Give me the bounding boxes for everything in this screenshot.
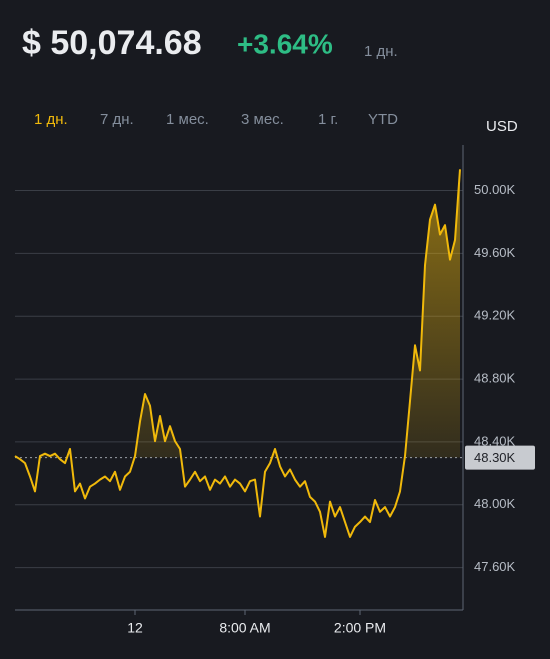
- y-tick-label: 48.40K: [474, 433, 516, 448]
- price: $ 50,074.68: [22, 24, 202, 62]
- y-tick-label: 50.00K: [474, 182, 516, 197]
- x-tick-label: 2:00 PM: [334, 620, 386, 636]
- y-tick-label: 47.60K: [474, 559, 516, 574]
- y-axis-label: USD: [486, 118, 518, 135]
- price-change: +3.64%: [237, 28, 333, 59]
- plot: 47.60K 48.00K 48.40K 48.80K 49.20K 49.60K 50.0…: [14, 145, 535, 636]
- period-tab[interactable]: 1 мес.: [166, 111, 209, 128]
- change-period: 1 дн.: [364, 43, 398, 60]
- x-tick-label: 12: [127, 620, 143, 636]
- y-tick-label: 48.00K: [474, 496, 516, 511]
- y-tick-label: 49.20K: [474, 308, 516, 323]
- period-tab[interactable]: 7 дн.: [100, 111, 134, 128]
- price-line: [14, 169, 461, 538]
- period-tabs: 1 дн. 7 дн. 1 мес. 3 мес. 1 г. YTD: [34, 111, 398, 128]
- period-tab[interactable]: 1 г.: [318, 111, 338, 128]
- period-tab[interactable]: YTD: [368, 111, 398, 128]
- y-tick-label: 49.60K: [474, 245, 516, 260]
- period-tab[interactable]: 3 мес.: [241, 111, 284, 128]
- last-price-label: 48.30K: [474, 450, 516, 465]
- price-area: [15, 169, 460, 458]
- period-tab[interactable]: 1 дн.: [34, 111, 68, 128]
- last-price-box: [465, 445, 535, 470]
- x-tick-label: 8:00 AM: [219, 620, 270, 636]
- y-tick-label: 48.80K: [474, 371, 516, 386]
